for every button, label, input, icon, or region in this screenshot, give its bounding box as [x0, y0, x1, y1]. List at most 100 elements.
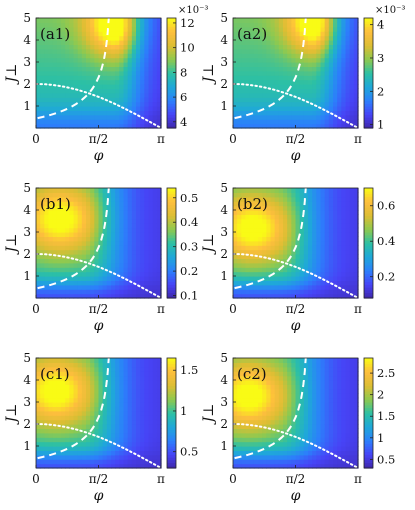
heatmap-cell — [136, 388, 141, 394]
heatmap-cell — [152, 35, 158, 41]
heatmap-cell — [127, 201, 133, 207]
heatmap-cell — [353, 454, 359, 460]
heatmap-cell — [140, 254, 145, 259]
heatmap-cell — [44, 236, 50, 242]
heatmap-cell — [345, 240, 351, 246]
colorbar-segment — [364, 245, 373, 250]
colorbar-segment — [364, 410, 373, 414]
heatmap-cells — [233, 18, 359, 129]
heatmap-cell — [295, 380, 301, 385]
heatmap-cell — [245, 75, 251, 81]
heatmap-cell — [349, 97, 355, 103]
colorbar-segment — [167, 97, 176, 102]
heatmap-cell — [69, 123, 75, 129]
heatmap-cell — [233, 388, 238, 394]
colorbar-segment — [167, 125, 176, 129]
heatmap-cell — [65, 210, 70, 215]
heatmap-cell — [140, 66, 145, 72]
heatmap-cell — [152, 293, 158, 299]
heatmap-cell — [144, 284, 150, 290]
heatmap-cell — [337, 415, 342, 421]
heatmap-cell — [90, 22, 95, 28]
heatmap-cell — [73, 293, 79, 299]
heatmap-cell — [77, 419, 83, 425]
heatmap-cell — [52, 205, 58, 211]
heatmap-cell — [77, 35, 83, 41]
heatmap-cell — [320, 240, 326, 246]
heatmap-cell — [69, 192, 75, 198]
heatmap-cell — [283, 84, 288, 89]
heatmap-cell — [102, 57, 108, 63]
heatmap-cell — [320, 428, 326, 434]
heatmap-cell — [249, 419, 255, 425]
heatmap-cell — [69, 271, 75, 277]
heatmap-cell — [274, 362, 280, 368]
heatmap-cell — [90, 57, 95, 63]
heatmap-cell — [320, 371, 326, 377]
heatmap-cell — [278, 192, 284, 198]
heatmap-cell — [270, 188, 276, 193]
heatmap-cell — [102, 450, 108, 456]
heatmap-cell — [237, 201, 242, 207]
heatmap-cell — [237, 214, 242, 220]
heatmap-cell — [40, 428, 45, 434]
heatmap-cell — [278, 437, 284, 443]
heatmap-cell — [303, 254, 309, 259]
heatmap-cell — [312, 262, 317, 268]
heatmap-cell — [262, 196, 267, 202]
heatmap-cell — [287, 437, 292, 443]
heatmap-cell — [131, 75, 137, 81]
heatmap-cell — [299, 26, 305, 32]
heatmap-cell — [287, 114, 292, 120]
heatmap-cell — [123, 123, 129, 129]
heatmap-cell — [283, 249, 288, 255]
heatmap-cell — [81, 358, 87, 363]
heatmap-cell — [353, 210, 359, 215]
heatmap-cell — [115, 79, 120, 85]
heatmap-cell — [274, 18, 280, 23]
colorbar-segment — [364, 426, 373, 431]
heatmap-cell — [111, 406, 116, 412]
colorbar-segment — [167, 396, 176, 400]
heatmap-cell — [241, 380, 247, 385]
heatmap-cell — [241, 276, 247, 281]
heatmap-cell — [353, 62, 359, 67]
heatmap-cell — [123, 254, 129, 259]
heatmap-cell — [287, 428, 292, 434]
heatmap-cell — [52, 410, 58, 416]
heatmap-cell — [52, 66, 58, 72]
heatmap-cell — [98, 106, 104, 111]
heatmap-cell — [287, 397, 292, 403]
heatmap-cell — [65, 114, 70, 120]
heatmap-cell — [266, 18, 272, 23]
heatmap-cell — [123, 437, 129, 443]
heatmap-cell — [237, 22, 242, 28]
heatmap-cell — [328, 123, 334, 129]
heatmap-cell — [127, 362, 133, 368]
heatmap-cell — [337, 62, 342, 67]
heatmap-cell — [52, 463, 58, 469]
heatmap-cell — [320, 88, 326, 94]
heatmap-cell — [324, 245, 330, 251]
heatmap-cell — [299, 375, 305, 381]
heatmap-cell — [61, 210, 66, 215]
heatmap-cell — [127, 218, 133, 224]
heatmap-cell — [320, 75, 326, 81]
heatmap-cell — [123, 188, 129, 193]
heatmap-cell — [119, 88, 125, 94]
heatmap-cell — [308, 428, 313, 434]
heatmap-cell — [291, 48, 297, 54]
heatmap-cell — [94, 123, 100, 129]
heatmap-cell — [233, 258, 238, 264]
heatmap-cell — [90, 192, 95, 198]
heatmap-cell — [320, 210, 326, 215]
heatmap-cell — [86, 210, 91, 215]
heatmap-cell — [148, 406, 154, 412]
heatmap-cell — [303, 114, 309, 120]
colorbar-segment — [364, 53, 373, 58]
heatmap-cell — [152, 210, 158, 215]
heatmap-cell — [278, 384, 284, 390]
heatmap-cell — [131, 258, 137, 264]
heatmap-cell — [308, 88, 313, 94]
colorbar-segment — [167, 221, 176, 225]
